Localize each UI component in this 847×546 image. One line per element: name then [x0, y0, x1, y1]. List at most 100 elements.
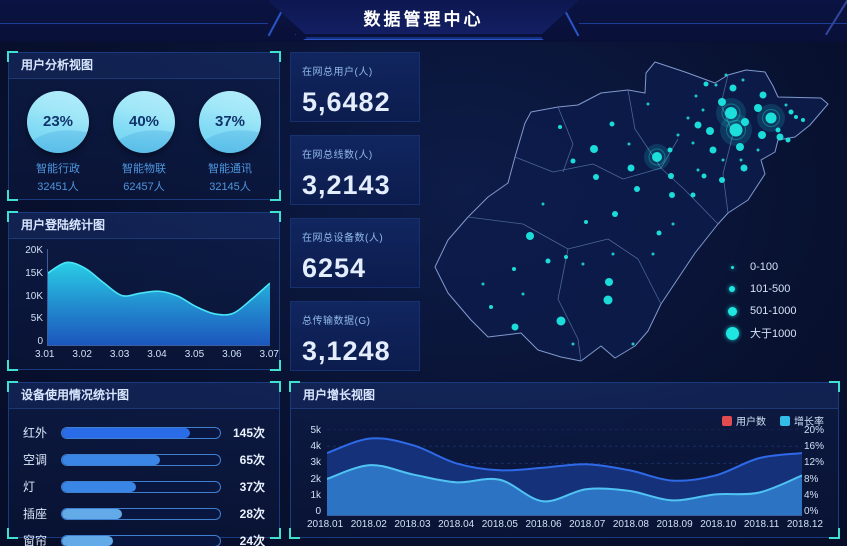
map-bubble — [668, 173, 674, 179]
bar-track — [61, 453, 221, 466]
login-area-fill — [48, 262, 270, 345]
map-bubble — [584, 220, 588, 224]
dot-icon — [723, 286, 741, 292]
bar-value: 65次 — [239, 453, 265, 467]
map-bubble — [718, 98, 726, 106]
bracket-icon — [7, 211, 18, 222]
map-bubble — [765, 112, 777, 124]
map-bubble — [694, 121, 702, 129]
map-bubble — [651, 252, 655, 256]
panel-user-analysis: 用户分析视图 23% 智能行政 32451人 40% 智能物联 62457人 3… — [7, 51, 281, 201]
map-bubble — [612, 211, 618, 217]
bar-fill — [62, 454, 160, 465]
login-area-stroke — [47, 261, 271, 316]
x-tick: 2018.07 — [569, 519, 606, 530]
stat-value: 3,1248 — [302, 336, 391, 366]
x-tick: 2018.08 — [612, 519, 649, 530]
rate-area-fill — [327, 465, 802, 515]
x-tick: 2018.10 — [700, 519, 737, 530]
liquid-gauge-icon: 40% — [113, 91, 175, 153]
map-bubble — [724, 73, 728, 77]
y-tick-left: 5k — [310, 425, 321, 436]
x-tick: 2018.05 — [481, 519, 518, 530]
bracket-icon — [270, 51, 281, 62]
bar-label: 插座 — [23, 507, 48, 521]
map-bubble — [801, 118, 805, 122]
bar-row: 空调 65次 — [23, 449, 265, 470]
map-bubble — [656, 230, 662, 236]
map-bubble — [590, 145, 598, 153]
bracket-icon — [7, 360, 18, 371]
stat-label: 总传输数据(G) — [302, 316, 371, 327]
bracket-icon — [7, 51, 18, 62]
map-bubble — [609, 121, 615, 127]
x-tick: 3.06 — [222, 349, 242, 360]
growth-y-axis-right: 20% 16% 12% 8% 4% 0% — [804, 425, 830, 517]
login-x-axis: 3.01 3.02 3.03 3.04 3.05 3.06 3.07 — [35, 349, 279, 360]
gauge-label: 智能物联 — [122, 163, 166, 175]
map-bubble — [776, 133, 784, 141]
map-bubble — [785, 137, 791, 143]
header: 数据管理中心 — [0, 0, 847, 42]
map-bubble — [671, 222, 675, 226]
legend-label: 用户数 — [736, 417, 766, 428]
bar-chart: 红外 145次 空调 65次 灯 37次 插座 28次 窗帘 — [9, 409, 279, 546]
map-bubble — [784, 103, 788, 107]
bar-fill — [62, 427, 190, 438]
map-bubble — [521, 292, 525, 296]
map-bubble — [706, 127, 714, 135]
map-legend-item: 大于1000 — [723, 322, 797, 344]
map-bubble — [729, 84, 737, 92]
y-tick-left: 3k — [310, 457, 321, 469]
bar-track — [61, 534, 221, 546]
map-bubble — [611, 252, 615, 256]
legend-swatch-icon — [722, 415, 732, 426]
bar-row: 窗帘 24次 — [23, 530, 265, 546]
map-bubble — [627, 142, 631, 146]
map-bubble — [741, 78, 745, 82]
map-bubble — [775, 127, 781, 133]
map-bubble — [667, 147, 673, 153]
legend-item-growth-rate[interactable]: 增长率 — [780, 413, 824, 428]
bar-track — [61, 480, 221, 493]
bar-value: 24次 — [239, 534, 265, 546]
region-bubble-map: 0-100 101-500 501-1000 大于1000 — [423, 44, 839, 378]
bar-label: 灯 — [23, 480, 36, 494]
login-y-axis: 20K 15K 10K 5K 0 — [17, 245, 43, 347]
growth-y-axis-left: 5k 4k 3k 2k 1k 0 — [299, 425, 321, 517]
map-bubble — [703, 81, 709, 87]
bar-fill — [62, 481, 137, 492]
map-bubble — [736, 143, 744, 151]
x-tick: 2018.06 — [525, 519, 562, 530]
stat-label: 在网总设备数(人) — [302, 233, 384, 244]
header-line-right — [579, 23, 847, 24]
y-tick: 0 — [37, 336, 43, 347]
rate-area-stroke — [326, 464, 803, 503]
map-bubble — [646, 102, 650, 106]
y-tick-right: 4% — [804, 489, 819, 501]
map-bubble — [593, 174, 599, 180]
map-bubble — [526, 232, 534, 240]
gauge-percent: 40% — [128, 113, 160, 130]
panel-login-stats: 用户登陆统计图 20K 15K 10K 5K 0 3.01 3.02 3.03 3.04 3.0… — [7, 211, 281, 371]
stat-label: 在网总线数(人) — [302, 150, 373, 161]
stat-card-total-data: 总传输数据(G) 3,1248 — [290, 301, 420, 371]
legend-item-users[interactable]: 用户数 — [722, 413, 766, 428]
map-bubble — [794, 115, 798, 119]
login-chart-svg — [47, 261, 271, 345]
stat-value: 6254 — [302, 253, 367, 283]
bar-value: 28次 — [239, 507, 265, 521]
bar-value: 37次 — [239, 480, 265, 494]
map-bubble — [788, 109, 794, 115]
y-tick-right: 16% — [804, 441, 825, 453]
map-bubble — [741, 118, 749, 126]
liquid-gauge-icon: 23% — [27, 91, 89, 153]
map-bubble — [739, 158, 743, 162]
panel-title: 用户登陆统计图 — [9, 213, 279, 239]
growth-x-axis: 2018.01 2018.02 2018.03 2018.04 2018.05 2018.… — [307, 519, 823, 530]
map-bubble — [709, 146, 717, 154]
panel-title: 用户增长视图 — [291, 383, 838, 409]
bracket-icon — [289, 528, 300, 539]
bar-row: 灯 37次 — [23, 476, 265, 497]
